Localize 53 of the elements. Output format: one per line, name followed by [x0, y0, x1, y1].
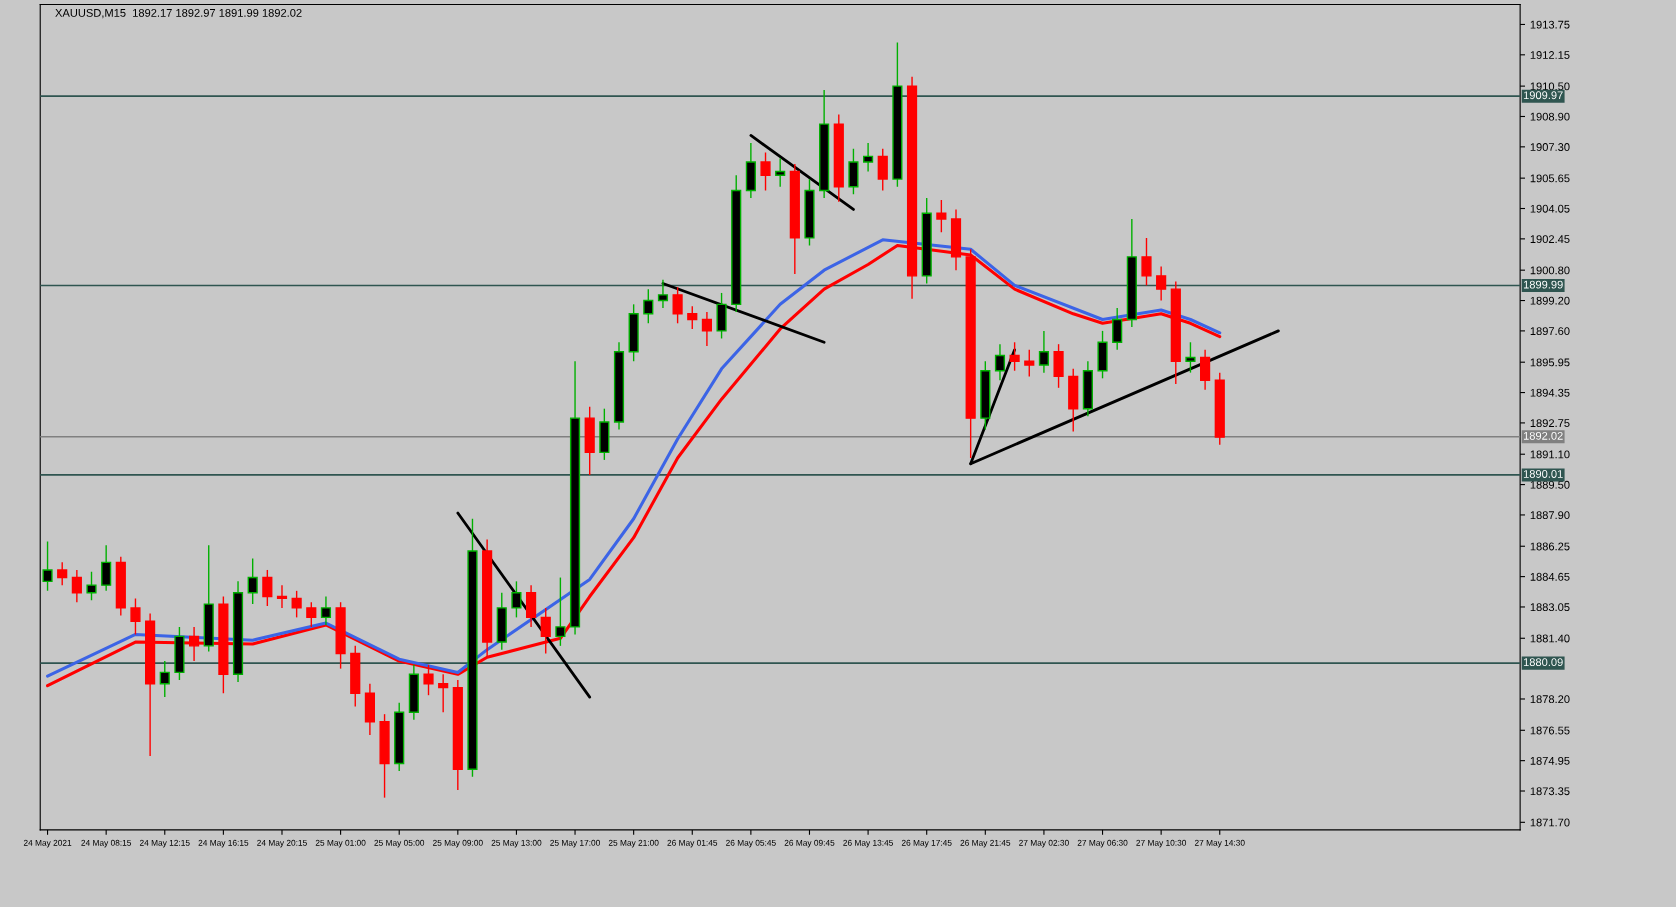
y-tick-label: 1910.50 [1530, 82, 1570, 91]
ref-line-label: 1880.09 [1523, 658, 1563, 667]
y-tick-label: 1876.55 [1530, 726, 1570, 735]
y-tick-label: 1908.90 [1530, 112, 1570, 121]
y-tick-label: 1891.10 [1530, 450, 1570, 459]
y-tick-label: 1884.65 [1530, 572, 1570, 581]
y-tick-label: 1883.05 [1530, 603, 1570, 612]
y-tick-label: 1887.90 [1530, 511, 1570, 520]
x-tick-label: 24 May 16:15 [198, 839, 249, 848]
chart-title: XAUUSD,M15 1892.17 1892.97 1891.99 1892.02 [55, 8, 302, 19]
y-tick-label: 1904.05 [1530, 204, 1570, 213]
y-tick-label: 1878.20 [1530, 695, 1570, 704]
ref-line-label: 1890.01 [1523, 470, 1563, 478]
x-tick-label: 25 May 21:00 [608, 839, 659, 848]
x-tick-label: 26 May 01:45 [667, 839, 718, 848]
y-tick-label: 1894.35 [1530, 388, 1570, 397]
y-tick-label: 1889.50 [1530, 480, 1570, 489]
y-tick-label: 1907.30 [1530, 143, 1570, 151]
x-tick-label: 27 May 06:30 [1077, 839, 1128, 848]
x-tick-label: 25 May 09:00 [432, 839, 483, 848]
y-tick-label: 1913.75 [1530, 20, 1570, 29]
ref-line-label: 1909.97 [1523, 91, 1563, 100]
y-tick-label: 1895.95 [1530, 358, 1570, 367]
x-tick-label: 26 May 13:45 [843, 839, 893, 848]
y-tick-label: 1902.45 [1530, 235, 1570, 243]
y-tick-label: 1892.75 [1530, 419, 1570, 428]
x-tick-label: 26 May 17:45 [901, 839, 952, 848]
x-tick-label: 26 May 21:45 [960, 839, 1011, 848]
y-tick-label: 1874.95 [1530, 756, 1570, 765]
x-tick-label: 26 May 09:45 [784, 839, 835, 848]
x-tick-label: 26 May 05:45 [726, 839, 776, 848]
y-tick-label: 1886.25 [1530, 542, 1570, 551]
x-tick-label: 27 May 14:30 [1194, 839, 1245, 848]
x-tick-label: 25 May 05:00 [374, 839, 425, 848]
y-tick-label: 1905.65 [1530, 174, 1570, 183]
x-tick-label: 25 May 17:00 [550, 839, 600, 848]
x-tick-label: 24 May 08:15 [81, 839, 132, 848]
y-tick-label: 1897.60 [1530, 327, 1570, 336]
x-tick-label: 24 May 12:15 [139, 839, 190, 848]
x-tick-label: 25 May 13:00 [491, 839, 542, 848]
x-tick-label: 24 May 2021 [23, 839, 72, 848]
x-tick-label: 27 May 02:30 [1019, 839, 1069, 848]
y-tick-label: 1900.80 [1530, 266, 1570, 275]
x-tick-label: 24 May 20:15 [257, 839, 307, 848]
y-tick-label: 1871.70 [1530, 818, 1570, 827]
ref-line-label: 1899.99 [1523, 280, 1563, 289]
y-tick-label: 1912.15 [1530, 51, 1570, 59]
y-tick-label: 1873.35 [1530, 787, 1570, 796]
x-tick-label: 25 May 01:00 [315, 839, 366, 848]
y-tick-label: 1899.20 [1530, 296, 1570, 305]
x-tick-label: 27 May 10:30 [1136, 839, 1187, 848]
y-tick-label: 1881.40 [1530, 634, 1570, 643]
ref-line-label: 1892.02 [1523, 431, 1563, 440]
